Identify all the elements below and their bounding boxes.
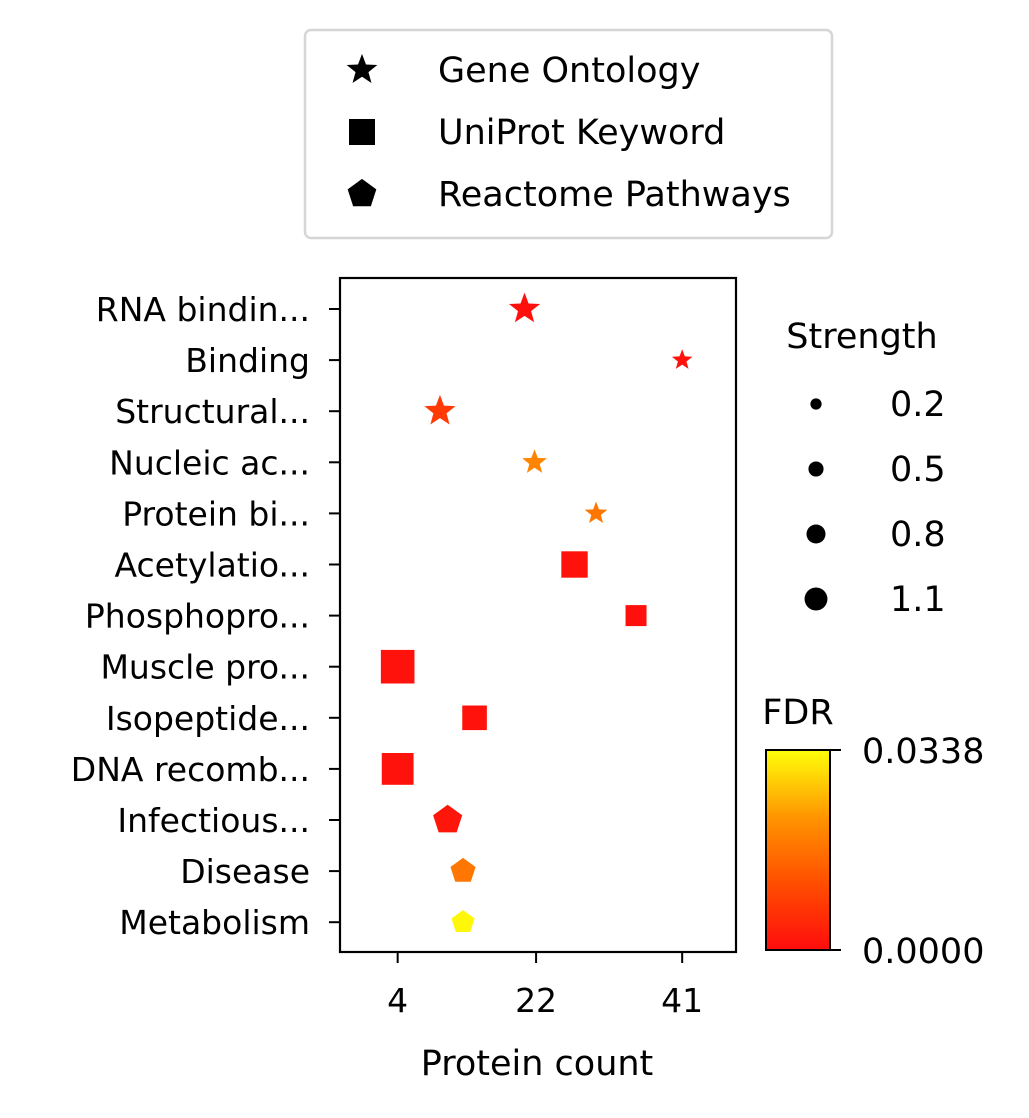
size-legend-title: Strength: [786, 317, 937, 357]
data-point-marker: [451, 910, 475, 933]
y-tick-label: Isopeptide...: [106, 699, 310, 738]
x-tick-label: 4: [387, 981, 408, 1020]
x-tick-label: 22: [515, 981, 557, 1020]
colorbar-title: FDR: [762, 693, 833, 733]
y-tick-label: Disease: [180, 852, 310, 891]
y-tick-label: Binding: [185, 341, 310, 380]
plot-frame: [338, 276, 738, 954]
data-point-marker: [522, 449, 547, 473]
shape-legend-label: Reactome Pathways: [438, 175, 791, 215]
shape-legend-label: Gene Ontology: [438, 51, 700, 91]
shape-legend-frame: [303, 28, 834, 240]
y-tick-label: DNA recomb...: [71, 750, 310, 789]
shape-legend-label: UniProt Keyword: [438, 113, 725, 153]
shape-legend: Gene Ontology UniProt Keyword Reactome Pat…: [303, 28, 834, 240]
y-tick-label: Nucleic ac...: [109, 443, 310, 482]
plot-area: RNA bindin... Binding Structural... Nucleic…: [71, 276, 738, 1020]
x-axis: 4 22 41: [387, 952, 703, 1020]
colorbar-min-label: 0.0000: [862, 932, 984, 972]
data-point-marker: [424, 394, 456, 425]
y-tick-label: Phosphopro...: [85, 597, 310, 636]
y-tick-label: RNA bindin...: [96, 290, 310, 329]
data-point-marker: [508, 292, 541, 323]
size-legend-marker: [806, 524, 826, 544]
y-tick-label: Metabolism: [119, 903, 310, 942]
y-tick-label: Protein bi...: [122, 494, 310, 533]
y-tick-label: Acetylatio...: [115, 546, 311, 585]
data-point-marker: [671, 349, 693, 369]
size-legend-label: 0.5: [890, 450, 946, 490]
y-axis: RNA bindin... Binding Structural... Nucleic…: [71, 290, 340, 942]
shape-legend-marker: [347, 178, 377, 207]
data-markers: [380, 292, 693, 933]
shape-legend-marker: [346, 53, 378, 84]
size-legend-marker: [810, 398, 822, 410]
data-point-marker: [381, 753, 414, 785]
size-legend-label: 0.8: [890, 515, 946, 555]
data-point-marker: [433, 804, 463, 833]
size-legend-marker: [808, 461, 824, 477]
shape-legend-marker: [349, 119, 375, 145]
colorbar-gradient: [765, 749, 831, 951]
data-point-marker: [380, 649, 415, 684]
data-point-marker: [450, 857, 476, 882]
y-tick-label: Muscle pro...: [100, 648, 310, 687]
y-tick-label: Infectious...: [117, 801, 310, 840]
size-legend-marker: [804, 587, 828, 611]
data-point-marker: [625, 605, 647, 627]
data-point-marker: [561, 551, 588, 578]
data-point-marker: [584, 501, 608, 524]
size-legend: Strength 0.2 0.5 0.8 1.1: [786, 317, 945, 620]
size-legend-label: 0.2: [890, 385, 946, 425]
colorbar-max-label: 0.0338: [862, 732, 984, 772]
y-tick-label: Structural...: [115, 392, 310, 431]
x-axis-title: Protein count: [421, 1044, 654, 1084]
data-point-marker: [462, 705, 487, 731]
x-tick-label: 41: [661, 981, 703, 1020]
size-legend-label: 1.1: [890, 580, 946, 620]
fdr-colorbar: FDR 0.0338 0.0000: [762, 693, 984, 972]
